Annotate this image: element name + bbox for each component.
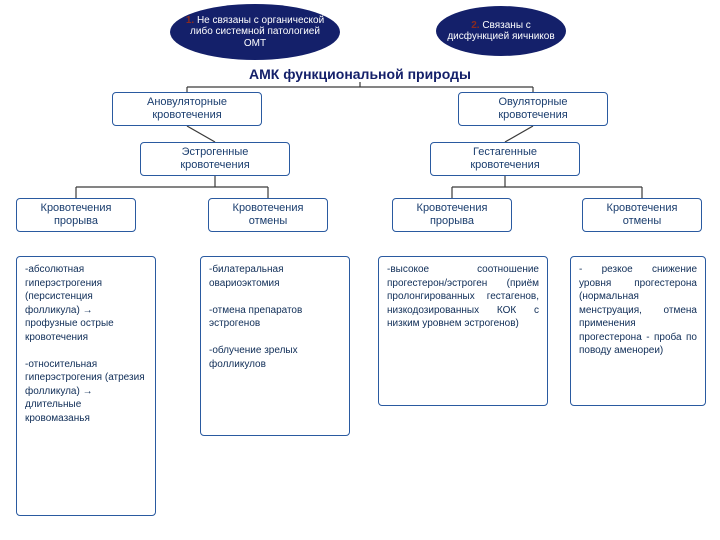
level3-box-gest: Гестагенные кровотечения (430, 142, 580, 176)
ellipse-text: Связаны с дисфункцией яичников (447, 20, 554, 43)
level2-box-anov: Ановуляторные кровотечения (112, 92, 262, 126)
detail-box-1: -билатеральная овариоэктомия -отмена пре… (200, 256, 350, 436)
detail-box-3: - резкое снижение уровня прогестерона (н… (570, 256, 706, 406)
ellipse-text: Не связаны с органической либо системной… (190, 15, 324, 49)
level4-box-g_prr: Кровотечения прорыва (392, 198, 512, 232)
detail-box-0: -абсолютная гиперэстрогения (персистенци… (16, 256, 156, 516)
diagram-title: АМК функциональной природы (0, 66, 720, 82)
level4-box-g_otm: Кровотечения отмены (582, 198, 702, 232)
detail-box-2: -высокое соотношение прогестерон/эстроге… (378, 256, 548, 406)
level3-box-estr: Эстрогенные кровотечения (140, 142, 290, 176)
top-ellipse-2: 2. Связаны с дисфункцией яичников (436, 6, 566, 56)
top-ellipse-1: 1. Не связаны с органической либо систем… (170, 4, 340, 60)
ellipse-accent: 1. (186, 15, 194, 26)
level4-box-e_otm: Кровотечения отмены (208, 198, 328, 232)
ellipse-accent: 2. (471, 20, 479, 31)
level2-box-ovul: Овуляторные кровотечения (458, 92, 608, 126)
level4-box-e_prr: Кровотечения прорыва (16, 198, 136, 232)
